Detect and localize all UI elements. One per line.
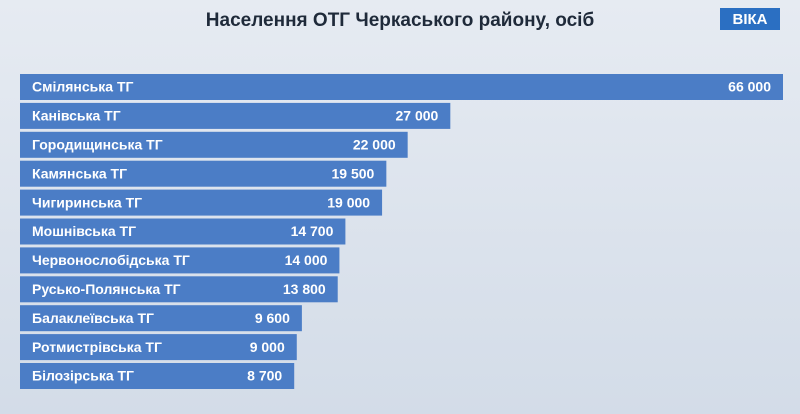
value-label: 22 000 bbox=[353, 137, 396, 153]
category-label: Канівська ТГ bbox=[32, 108, 121, 124]
bar bbox=[20, 160, 387, 187]
bar bbox=[20, 363, 295, 389]
bar bbox=[20, 247, 340, 274]
value-label: 13 800 bbox=[283, 281, 326, 297]
value-label: 27 000 bbox=[395, 108, 438, 124]
chart-title: Населення ОТГ Черкаського району, осіб bbox=[206, 10, 594, 31]
value-label: 14 000 bbox=[285, 252, 328, 268]
value-label: 9 000 bbox=[250, 339, 285, 355]
bar bbox=[20, 276, 338, 303]
bar bbox=[20, 102, 451, 129]
value-label: 14 700 bbox=[291, 223, 334, 239]
category-label: Смілянська ТГ bbox=[32, 79, 134, 95]
category-label: Червонослобідська ТГ bbox=[32, 252, 190, 268]
value-label: 66 000 bbox=[728, 79, 771, 95]
category-label: Мошнівська ТГ bbox=[32, 223, 136, 239]
logo: ВІКА bbox=[720, 8, 780, 30]
bar bbox=[20, 74, 783, 100]
bar bbox=[20, 334, 297, 361]
category-label: Білозірська ТГ bbox=[32, 368, 134, 384]
logo-box bbox=[720, 8, 780, 30]
category-label: Ротмистрівська ТГ bbox=[32, 339, 162, 355]
category-label: Камянська ТГ bbox=[32, 165, 127, 181]
value-label: 9 600 bbox=[255, 310, 290, 326]
value-label: 19 000 bbox=[327, 194, 370, 210]
category-label: Балаклеївська ТГ bbox=[32, 310, 154, 326]
category-label: Чигиринська ТГ bbox=[32, 194, 142, 210]
bar bbox=[20, 218, 346, 245]
bar bbox=[20, 189, 383, 216]
bar bbox=[20, 305, 302, 332]
value-label: 8 700 bbox=[247, 368, 282, 384]
value-label: 19 500 bbox=[332, 165, 375, 181]
category-label: Русько-Полянська ТГ bbox=[32, 281, 181, 297]
category-label: Городищинська ТГ bbox=[32, 137, 163, 153]
bar bbox=[20, 131, 408, 158]
logo-text: ВІКА bbox=[733, 11, 768, 28]
